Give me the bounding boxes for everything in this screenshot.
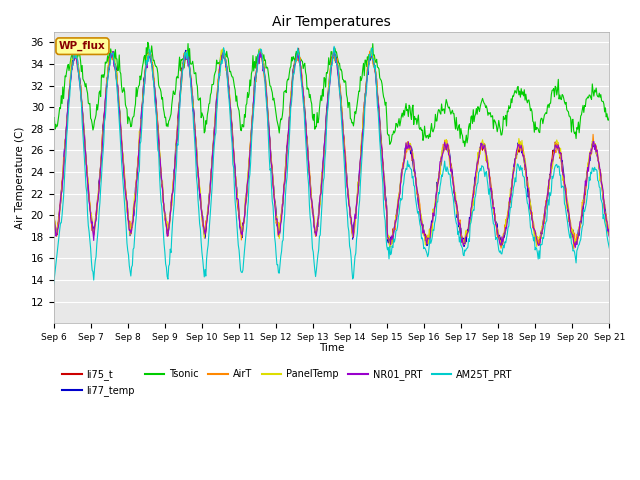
AirT (173, 132, 181, 138)
AM25T_PRT (400, 180, 408, 186)
AM25T_PRT (174, 142, 182, 148)
AM25T_PRT (416, 221, 424, 227)
NR01_PRT (60, 167, 67, 173)
Tsonic (144, 39, 152, 45)
li75_t (173, 129, 181, 134)
Title: Air Temperatures: Air Temperatures (272, 15, 391, 29)
AirT (50, 221, 58, 227)
li75_t (605, 233, 613, 239)
li77_temp (400, 160, 408, 166)
Line: NR01_PRT: NR01_PRT (54, 51, 609, 247)
Tsonic (400, 108, 408, 113)
li77_temp (173, 136, 181, 142)
AirT (60, 155, 67, 160)
NR01_PRT (173, 129, 181, 135)
Tsonic (60, 96, 67, 101)
AM25T_PRT (60, 193, 67, 199)
li77_temp (117, 126, 125, 132)
PanelTemp (174, 117, 182, 122)
li75_t (60, 165, 67, 171)
NR01_PRT (256, 48, 264, 54)
AM25T_PRT (50, 283, 58, 288)
li75_t (401, 156, 408, 162)
PanelTemp (417, 210, 424, 216)
li77_temp (416, 209, 424, 215)
PanelTemp (118, 138, 125, 144)
Line: li75_t: li75_t (54, 48, 609, 247)
Text: WP_flux: WP_flux (59, 41, 106, 51)
Y-axis label: Air Temperature (C): Air Temperature (C) (15, 126, 25, 228)
Tsonic (117, 71, 125, 77)
li77_temp (330, 45, 338, 51)
Line: Tsonic: Tsonic (54, 42, 609, 146)
Tsonic (605, 114, 613, 120)
Tsonic (50, 117, 58, 123)
NR01_PRT (203, 220, 211, 226)
li75_t (50, 209, 58, 215)
NR01_PRT (605, 234, 613, 240)
li77_temp (203, 216, 211, 222)
NR01_PRT (416, 208, 424, 214)
AM25T_PRT (605, 245, 613, 251)
Tsonic (461, 144, 468, 149)
X-axis label: Time: Time (319, 343, 344, 353)
AM25T_PRT (204, 248, 211, 253)
Line: AM25T_PRT: AM25T_PRT (54, 46, 609, 286)
NR01_PRT (572, 244, 579, 250)
PanelTemp (386, 244, 394, 250)
li77_temp (60, 160, 67, 166)
PanelTemp (70, 42, 78, 48)
AirT (605, 232, 613, 238)
NR01_PRT (117, 127, 125, 132)
Tsonic (174, 75, 182, 81)
li75_t (117, 128, 125, 134)
li75_t (386, 244, 394, 250)
AirT (117, 125, 125, 131)
PanelTemp (50, 203, 58, 208)
Line: PanelTemp: PanelTemp (54, 45, 609, 247)
Tsonic (204, 112, 211, 118)
li77_temp (572, 244, 579, 250)
Line: AirT: AirT (54, 51, 609, 249)
AM25T_PRT (70, 43, 78, 49)
AirT (416, 202, 424, 207)
li75_t (417, 212, 424, 218)
AirT (366, 48, 374, 54)
Legend: li75_t, li77_temp, Tsonic, AirT, PanelTemp, NR01_PRT, AM25T_PRT: li75_t, li77_temp, Tsonic, AirT, PanelTe… (58, 365, 516, 400)
PanelTemp (60, 161, 67, 167)
AM25T_PRT (118, 158, 125, 164)
AirT (400, 159, 408, 165)
li75_t (203, 220, 211, 226)
AirT (203, 217, 211, 223)
Tsonic (416, 127, 424, 132)
li77_temp (50, 209, 58, 215)
PanelTemp (401, 152, 408, 158)
NR01_PRT (400, 160, 408, 166)
PanelTemp (204, 209, 211, 215)
li75_t (295, 46, 303, 51)
AirT (570, 246, 577, 252)
Line: li77_temp: li77_temp (54, 48, 609, 247)
NR01_PRT (50, 214, 58, 220)
PanelTemp (605, 228, 613, 234)
li77_temp (605, 228, 613, 234)
